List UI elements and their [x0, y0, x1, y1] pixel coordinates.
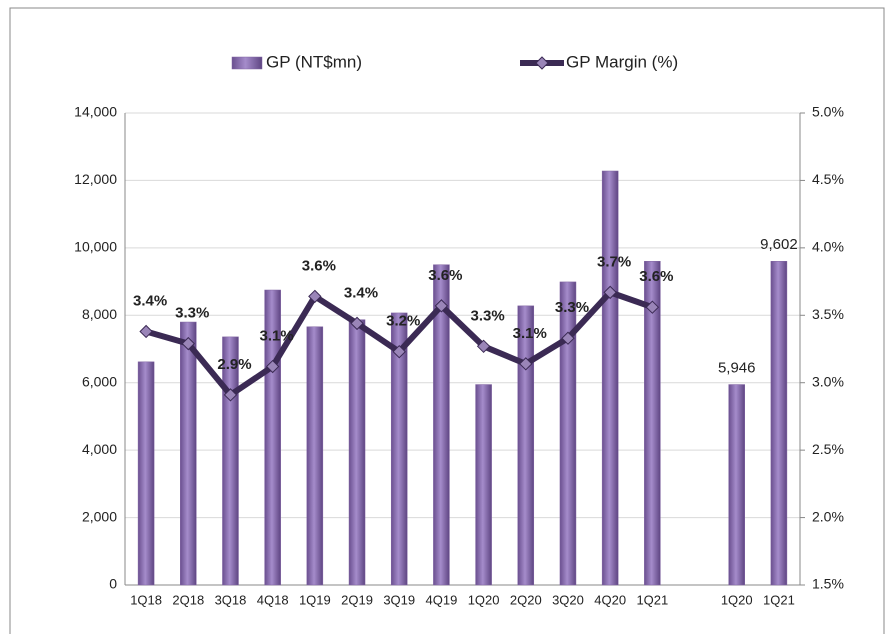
- bar: [475, 384, 492, 586]
- line-value-label: 3.1%: [513, 325, 547, 342]
- legend-label: GP (NT$mn): [266, 52, 362, 71]
- y-tick-label: 0: [109, 576, 117, 592]
- y-tick-label: 4,000: [82, 441, 117, 457]
- y-tick-label: 14,000: [74, 104, 117, 120]
- marker: [265, 359, 280, 374]
- bar: [644, 261, 661, 586]
- x-tick-label: 4Q19: [426, 592, 458, 607]
- line-value-label: 3.3%: [175, 305, 209, 322]
- x-tick-label: 1Q18: [130, 592, 162, 607]
- x-tick-label: 1Q21: [636, 592, 668, 607]
- legend-label: GP Margin (%): [566, 52, 678, 71]
- marker: [645, 300, 660, 314]
- x-tick-label: 1Q19: [299, 592, 331, 607]
- y-tick-label: 2,000: [82, 508, 117, 524]
- line-value-label: 3.6%: [639, 268, 673, 285]
- x-tick-label: 1Q21: [763, 592, 795, 607]
- bar: [601, 170, 619, 586]
- y-tick-label: 12,000: [74, 171, 117, 187]
- x-tick-label: 2Q20: [510, 592, 542, 607]
- line-value-label: 3.3%: [555, 299, 589, 316]
- marker: [139, 324, 153, 339]
- bar: [517, 305, 535, 586]
- bar: [770, 261, 788, 586]
- x-tick-label: 4Q18: [257, 592, 289, 607]
- marker: [519, 357, 533, 371]
- y2-tick-label: 2.5%: [812, 441, 844, 457]
- legend-swatch: [231, 56, 263, 70]
- marker: [308, 289, 322, 304]
- bar: [390, 312, 408, 586]
- bar: [559, 281, 577, 586]
- x-tick-label: 2Q19: [341, 592, 373, 607]
- x-tick-label: 4Q20: [594, 592, 626, 607]
- marker: [350, 316, 364, 331]
- line-value-label: 3.2%: [386, 313, 420, 330]
- bar: [348, 319, 366, 586]
- y2-tick-label: 1.5%: [812, 576, 844, 592]
- x-tick-label: 1Q20: [468, 592, 500, 607]
- line-value-label: 3.4%: [344, 284, 378, 301]
- marker: [476, 339, 491, 354]
- y-tick-label: 10,000: [74, 239, 117, 255]
- frame: [9, 7, 885, 639]
- marker: [434, 299, 449, 313]
- y-tick-label: 6,000: [82, 373, 117, 389]
- y2-tick-label: 3.0%: [812, 373, 844, 389]
- x-tick-label: 2Q18: [172, 592, 204, 607]
- y2-tick-label: 5.0%: [812, 104, 844, 120]
- line-value-label: 3.6%: [302, 257, 336, 274]
- line-value-label: 3.6%: [428, 267, 462, 284]
- x-tick-label: 3Q20: [552, 592, 584, 607]
- bar-value-label: 9,602: [760, 236, 798, 253]
- y2-tick-label: 4.5%: [812, 171, 844, 187]
- marker: [603, 285, 617, 300]
- y-tick-label: 8,000: [82, 306, 117, 322]
- bar: [728, 384, 745, 586]
- line-value-label: 2.9%: [217, 356, 251, 373]
- marker: [561, 331, 575, 345]
- y2-tick-label: 2.0%: [812, 508, 844, 524]
- marker: [181, 336, 195, 351]
- bar-value-label: 5,946: [718, 360, 756, 377]
- bar: [433, 264, 450, 586]
- x-tick-label: 3Q19: [383, 592, 415, 607]
- bar: [137, 361, 155, 586]
- marker: [223, 388, 238, 402]
- bar: [306, 326, 324, 586]
- line-value-label: 3.7%: [597, 253, 631, 270]
- line-value-label: 3.3%: [470, 307, 504, 324]
- line-value-label: 3.4%: [133, 292, 167, 309]
- marker: [392, 344, 406, 359]
- x-tick-label: 3Q18: [215, 592, 247, 607]
- bar: [222, 336, 239, 586]
- legend-marker: [535, 56, 549, 70]
- x-tick-label: 1Q20: [721, 592, 753, 607]
- y2-tick-label: 4.0%: [812, 239, 844, 255]
- y2-tick-label: 3.5%: [812, 306, 844, 322]
- bar: [180, 321, 197, 586]
- line-value-label: 3.1%: [260, 328, 294, 345]
